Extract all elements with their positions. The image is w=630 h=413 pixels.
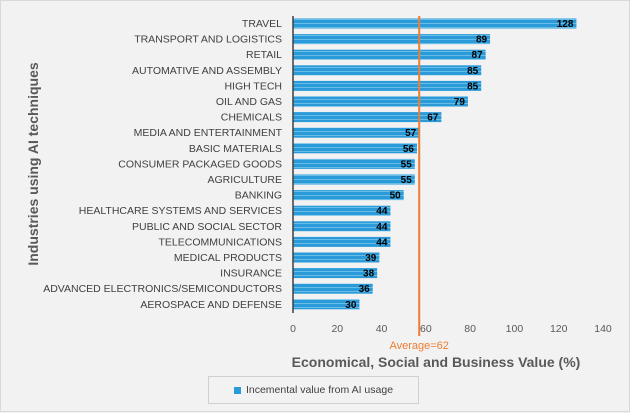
category-label: OIL AND GAS bbox=[216, 96, 282, 108]
bar-value-label: 85 bbox=[467, 66, 479, 77]
y-axis-title: Industries using AI techniques bbox=[25, 62, 41, 266]
category-label: PUBLIC AND SOCIAL SECTOR bbox=[132, 221, 282, 233]
bar-value-label: 128 bbox=[557, 19, 574, 30]
bar bbox=[293, 18, 577, 29]
category-label: TELECOMMUNICATIONS bbox=[159, 236, 282, 248]
category-label: MEDICAL PRODUCTS bbox=[174, 252, 282, 264]
x-tick-label: 20 bbox=[331, 323, 343, 335]
bar bbox=[293, 34, 491, 45]
bar-value-label: 30 bbox=[345, 300, 357, 311]
bar-value-label: 38 bbox=[363, 269, 375, 280]
bar bbox=[293, 205, 391, 216]
category-label: HIGH TECH bbox=[224, 80, 282, 92]
category-label: TRANSPORT AND LOGISTICS bbox=[134, 34, 282, 46]
bar bbox=[293, 283, 373, 294]
bar bbox=[293, 143, 417, 154]
bar bbox=[293, 65, 482, 76]
bar bbox=[293, 96, 468, 107]
bar-value-label: 85 bbox=[467, 81, 479, 92]
category-label: BANKING bbox=[235, 190, 282, 202]
average-label: Average=62 bbox=[389, 340, 448, 352]
bar bbox=[293, 190, 404, 201]
category-label: CONSUMER PACKAGED GOODS bbox=[118, 158, 282, 170]
bar-value-label: 67 bbox=[427, 113, 439, 124]
x-tick-label: 80 bbox=[464, 323, 476, 335]
bar-value-label: 56 bbox=[403, 144, 415, 155]
bar-value-label: 57 bbox=[405, 128, 417, 139]
category-label: AGRICULTURE bbox=[208, 174, 282, 186]
category-label: AEROSPACE AND DEFENSE bbox=[140, 299, 282, 311]
category-label: BASIC MATERIALS bbox=[189, 143, 282, 155]
category-label: RETAIL bbox=[246, 49, 282, 61]
category-label: TRAVEL bbox=[242, 18, 282, 30]
bar bbox=[293, 158, 415, 169]
bar-value-label: 50 bbox=[390, 191, 402, 202]
bar-value-label: 79 bbox=[454, 97, 466, 108]
category-label: INSURANCE bbox=[220, 268, 282, 280]
bar-value-label: 87 bbox=[472, 50, 484, 61]
bar-value-label: 55 bbox=[401, 159, 413, 170]
bar-value-label: 44 bbox=[376, 237, 388, 248]
bar bbox=[293, 236, 391, 247]
bar bbox=[293, 127, 420, 138]
bar bbox=[293, 174, 415, 185]
category-label: MEDIA AND ENTERTAINMENT bbox=[134, 127, 283, 139]
legend-swatch bbox=[233, 386, 241, 394]
bar bbox=[293, 49, 486, 60]
legend: Incemental value from AI usage bbox=[208, 376, 419, 404]
bar-value-label: 55 bbox=[401, 175, 413, 186]
bar bbox=[293, 80, 482, 91]
legend-label: Incemental value from AI usage bbox=[245, 384, 394, 396]
category-label: AUTOMATIVE AND ASSEMBLY bbox=[132, 65, 282, 77]
x-tick-label: 120 bbox=[550, 323, 568, 335]
bar-value-label: 44 bbox=[376, 222, 388, 233]
category-label: ADVANCED ELECTRONICS/SEMICONDUCTORS bbox=[43, 283, 282, 295]
bar bbox=[293, 221, 391, 232]
bar-value-label: 36 bbox=[359, 284, 371, 295]
category-label: HEALTHCARE SYSTEMS AND SERVICES bbox=[79, 205, 282, 217]
x-tick-label: 40 bbox=[376, 323, 388, 335]
bar bbox=[293, 299, 360, 310]
bar-value-label: 39 bbox=[365, 253, 377, 264]
bar-value-label: 89 bbox=[476, 35, 488, 46]
bar bbox=[293, 252, 380, 263]
bar bbox=[293, 112, 442, 123]
bar bbox=[293, 268, 378, 279]
x-axis-title: Economical, Social and Business Value (%… bbox=[292, 354, 581, 370]
bar-value-label: 44 bbox=[376, 206, 388, 217]
x-tick-label: 60 bbox=[420, 323, 432, 335]
x-tick-label: 140 bbox=[594, 323, 612, 335]
x-tick-label: 100 bbox=[506, 323, 524, 335]
x-tick-label: 0 bbox=[290, 323, 296, 335]
category-label: CHEMICALS bbox=[221, 112, 282, 124]
